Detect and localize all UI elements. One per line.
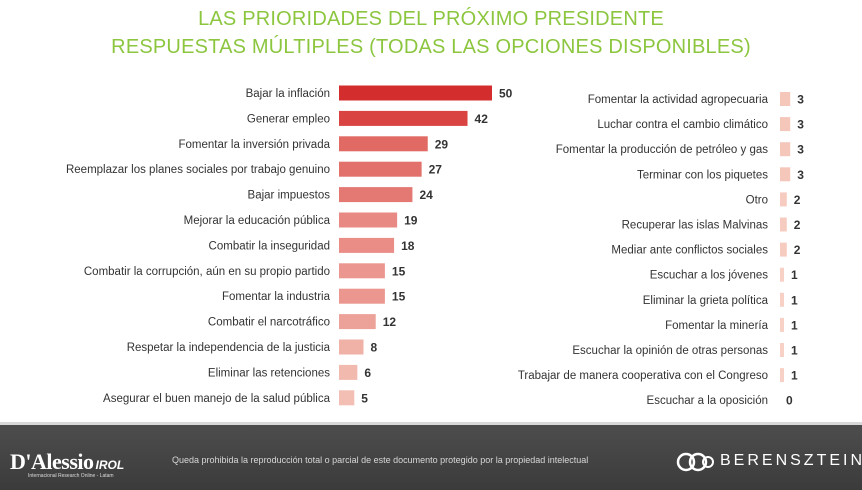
- chart-subtitle: RESPUESTAS MÚLTIPLES (TODAS LAS OPCIONES…: [111, 36, 751, 58]
- right-value-label: 3: [797, 93, 804, 107]
- left-value-label: 18: [401, 239, 415, 253]
- left-category-label: Combatir la inseguridad: [209, 240, 330, 252]
- right-category-label: Fomentar la producción de petróleo y gas: [556, 144, 768, 156]
- left-bar: [339, 390, 355, 406]
- left-bar: [339, 85, 492, 101]
- left-bar: [339, 187, 413, 203]
- berensztein-logo: BERENSZTEIN: [676, 450, 862, 474]
- left-bar: [339, 314, 376, 330]
- right-bar-chart: Fomentar la actividad agropecuaria 3 Lucha…: [518, 92, 804, 408]
- right-value-label: 0: [786, 394, 793, 408]
- right-bar: [780, 92, 791, 106]
- copyright-notice: Queda prohibida la reproducción total o …: [172, 455, 589, 465]
- chart-title: LAS PRIORIDADES DEL PRÓXIMO PRESIDENTE: [198, 8, 664, 30]
- right-bar: [780, 142, 791, 157]
- right-category-label: Escuchar a la oposición: [647, 395, 768, 407]
- left-value-label: 12: [383, 315, 397, 329]
- left-value-label: 29: [435, 137, 449, 151]
- right-value-label: 1: [791, 344, 798, 358]
- left-category-label: Fomentar la inversión privada: [179, 139, 331, 151]
- right-category-label: Otro: [746, 194, 768, 206]
- left-value-label: 24: [419, 188, 433, 202]
- right-category-label: Fomentar la minería: [665, 320, 769, 332]
- right-value-label: 3: [797, 143, 804, 157]
- left-bar: [339, 110, 468, 126]
- left-bar: [339, 339, 364, 355]
- left-category-label: Bajar la inflación: [246, 88, 330, 100]
- right-category-label: Escuchar la opinión de otras personas: [572, 345, 768, 357]
- left-category-label: Eliminar las retenciones: [208, 367, 330, 379]
- right-bar: [780, 368, 784, 383]
- left-category-label: Combatir la corrupción, aún en su propio…: [84, 266, 330, 278]
- left-bar-chart: Bajar la inflación 50 Generar empleo 42 Fome…: [66, 85, 513, 406]
- left-bar: [339, 161, 422, 177]
- berensztein-mark-icon: [676, 452, 714, 472]
- left-value-label: 42: [475, 112, 489, 126]
- left-category-label: Bajar impuestos: [248, 190, 331, 202]
- left-value-label: 50: [499, 87, 513, 101]
- right-category-label: Escuchar a los jóvenes: [650, 270, 769, 282]
- right-value-label: 1: [791, 268, 798, 282]
- left-category-label: Generar empleo: [247, 113, 330, 125]
- left-value-label: 15: [392, 264, 406, 278]
- left-value-label: 27: [429, 163, 443, 177]
- left-bar: [339, 237, 395, 253]
- right-bar: [780, 167, 791, 182]
- left-bar: [339, 212, 398, 228]
- right-bar: [780, 242, 787, 257]
- left-value-label: 8: [370, 341, 377, 355]
- right-bar: [780, 117, 791, 132]
- right-value-label: 2: [794, 218, 801, 232]
- left-value-label: 6: [364, 366, 371, 380]
- right-category-label: Luchar contra el cambio climático: [597, 119, 768, 131]
- left-category-label: Reemplazar los planes sociales por traba…: [66, 164, 330, 176]
- left-category-label: Asegurar el buen manejo de la salud públ…: [103, 393, 331, 405]
- right-value-label: 2: [794, 193, 801, 207]
- right-category-label: Mediar ante conflictos sociales: [611, 245, 768, 257]
- right-bar: [780, 267, 784, 282]
- left-category-label: Mejorar la educación pública: [184, 215, 331, 227]
- right-category-label: Recuperar las islas Malvinas: [622, 220, 769, 232]
- right-value-label: 1: [791, 318, 798, 332]
- right-value-label: 1: [791, 369, 798, 383]
- left-bar: [339, 364, 358, 380]
- right-value-label: 3: [797, 168, 804, 182]
- left-value-label: 19: [404, 214, 418, 228]
- right-category-label: Fomentar la actividad agropecuaria: [588, 94, 769, 106]
- left-value-label: 5: [361, 391, 368, 405]
- footer: D'Alessio IROL Internacional Research Onl…: [0, 422, 862, 490]
- left-bar: [339, 263, 385, 279]
- left-value-label: 15: [392, 290, 406, 304]
- dalessio-logo: D'Alessio IROL Internacional Research Onl…: [10, 449, 125, 479]
- right-bar: [780, 217, 787, 232]
- right-bar: [780, 292, 784, 307]
- right-category-label: Trabajar de manera cooperativa con el Co…: [518, 370, 768, 382]
- right-bar: [780, 192, 787, 207]
- left-category-label: Fomentar la industria: [222, 291, 331, 303]
- left-bar: [339, 136, 428, 152]
- left-category-label: Respetar la independencia de la justicia: [127, 342, 331, 354]
- right-bar: [780, 343, 784, 357]
- right-category-label: Eliminar la grieta política: [643, 295, 769, 307]
- right-bar: [780, 317, 784, 332]
- right-category-label: Terminar con los piquetes: [637, 169, 768, 181]
- right-value-label: 3: [797, 118, 804, 132]
- right-value-label: 1: [791, 293, 798, 307]
- left-category-label: Combatir el narcotráfico: [208, 317, 330, 329]
- right-value-label: 2: [794, 243, 801, 257]
- left-bar: [339, 288, 385, 304]
